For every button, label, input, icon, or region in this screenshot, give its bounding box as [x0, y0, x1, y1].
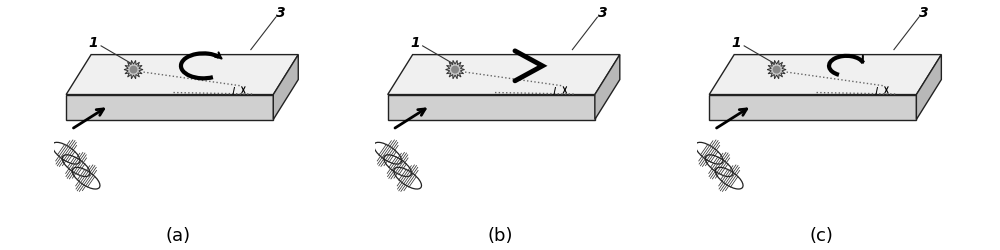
- Text: 3: 3: [598, 6, 607, 20]
- Polygon shape: [446, 61, 465, 80]
- Text: 3: 3: [276, 6, 286, 20]
- Text: 1: 1: [89, 36, 98, 50]
- Polygon shape: [709, 95, 916, 120]
- Circle shape: [452, 67, 458, 73]
- Text: 1: 1: [410, 36, 420, 50]
- Text: $l$: $l$: [552, 84, 557, 96]
- Circle shape: [773, 67, 780, 73]
- Text: 3: 3: [919, 6, 929, 20]
- Circle shape: [130, 67, 137, 73]
- Polygon shape: [709, 56, 941, 95]
- Text: (b): (b): [487, 226, 513, 244]
- Polygon shape: [595, 56, 620, 120]
- Text: (c): (c): [810, 226, 833, 244]
- Polygon shape: [66, 56, 298, 95]
- Polygon shape: [273, 56, 298, 120]
- Polygon shape: [388, 95, 595, 120]
- Polygon shape: [916, 56, 941, 120]
- Polygon shape: [388, 56, 620, 95]
- Text: (a): (a): [166, 226, 191, 244]
- Polygon shape: [66, 95, 273, 120]
- Polygon shape: [124, 61, 143, 80]
- Text: $l$: $l$: [231, 84, 236, 96]
- Text: $l$: $l$: [874, 84, 879, 96]
- Polygon shape: [767, 61, 786, 80]
- Text: 1: 1: [732, 36, 741, 50]
